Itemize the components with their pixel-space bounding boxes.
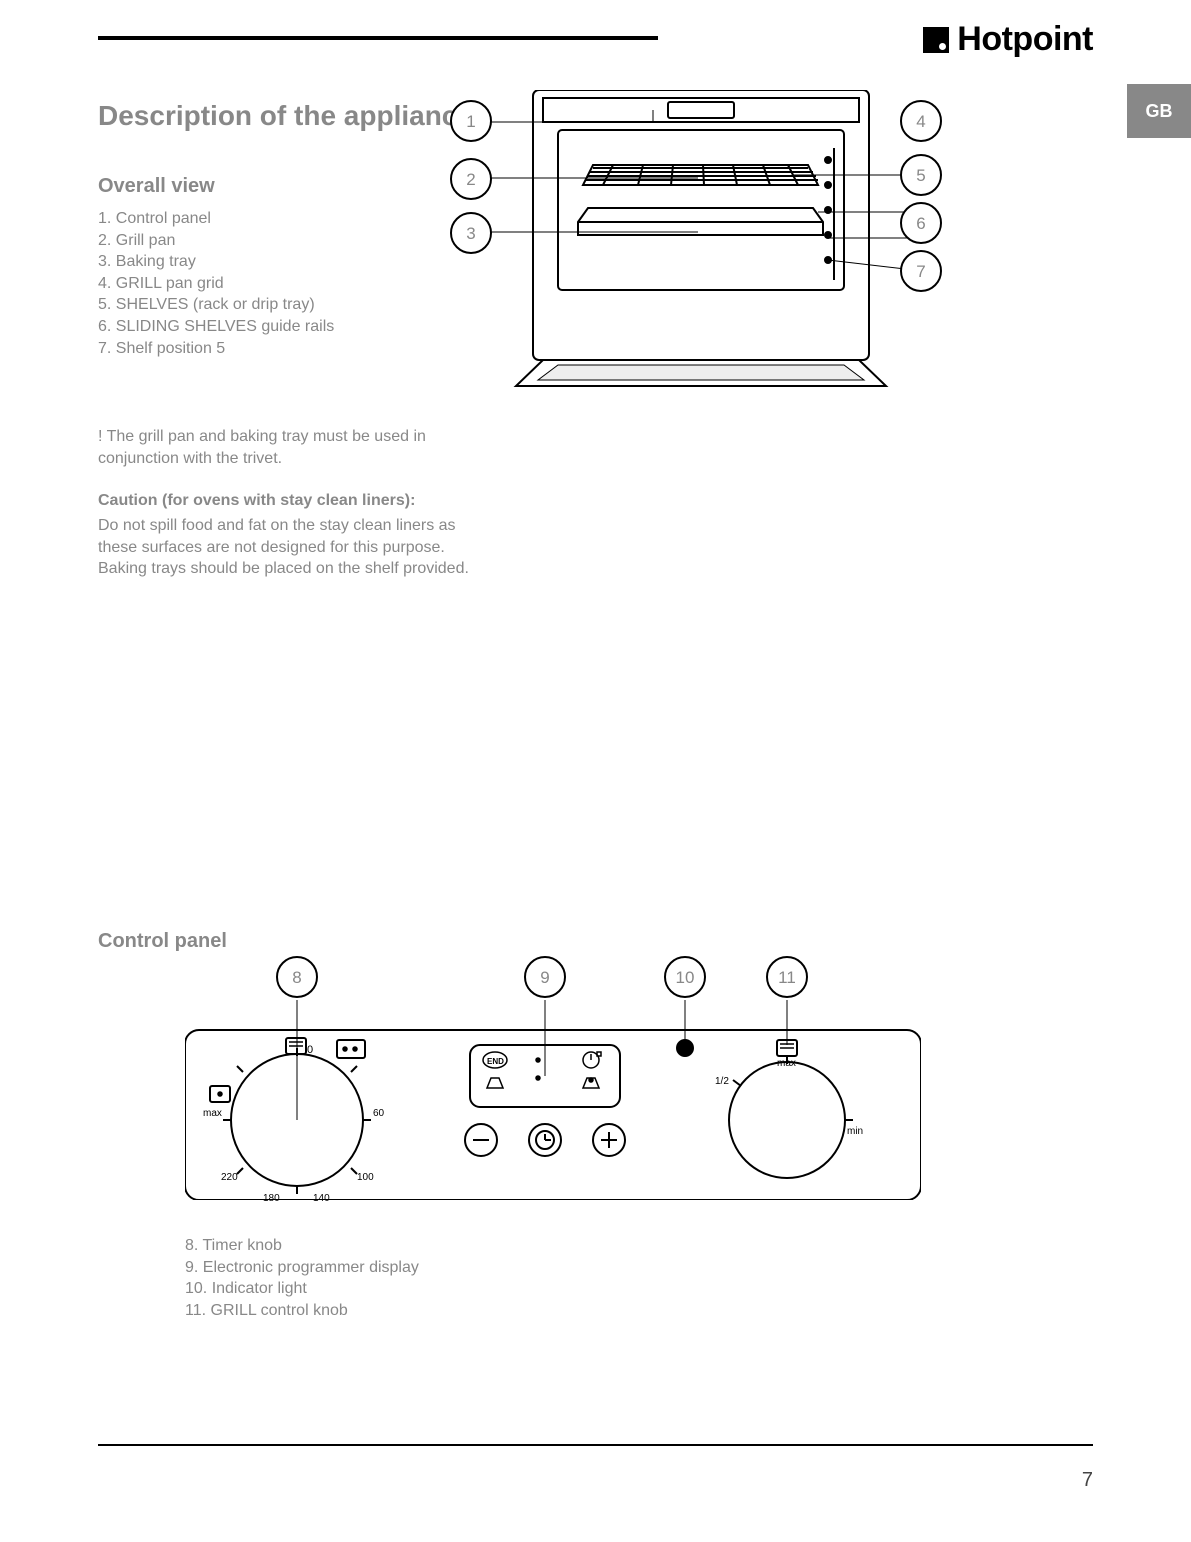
callout-6: 6: [900, 202, 942, 244]
callout-10: 10: [664, 956, 706, 998]
dial-label-60: 60: [373, 1108, 384, 1119]
oven-svg: [488, 90, 914, 390]
dial-label-max-right: max: [777, 1058, 796, 1069]
dial-label-180: 180: [263, 1193, 280, 1204]
dial-label-max-left: max: [203, 1108, 222, 1119]
display-end-label: END: [487, 1057, 504, 1066]
page-title: Description of the appliance: [98, 100, 473, 132]
page-number: 7: [1082, 1469, 1093, 1492]
callout-11: 11: [766, 956, 808, 998]
logo-mark: [923, 27, 949, 53]
list-item: 6. SLIDING SHELVES guide rails: [98, 316, 334, 338]
page-header: Hotpoint: [98, 20, 1093, 60]
dial-label-half: 1/2: [715, 1076, 729, 1087]
caution-heading: Caution (for ovens with stay clean liner…: [98, 490, 415, 512]
brand-logo: Hotpoint: [923, 20, 1093, 59]
dial-label-100: 100: [357, 1172, 374, 1183]
logo-text: Hotpoint: [957, 20, 1093, 59]
oven-diagram: 1 2 3 4 5 6 7: [488, 90, 914, 390]
callout-8: 8: [276, 956, 318, 998]
dial-label-min: min: [847, 1126, 863, 1137]
callout-9: 9: [524, 956, 566, 998]
grill-notice: ! The grill pan and baking tray must be …: [98, 426, 458, 469]
control-panel-diagram: 0 max 220 180 140 100 60 max min 1/2 END…: [185, 1000, 921, 1200]
list-item: 11. GRILL control knob: [185, 1300, 419, 1322]
caution-text: Do not spill food and fat on the stay cl…: [98, 515, 478, 580]
callout-3: 3: [450, 212, 492, 254]
list-item: 5. SHELVES (rack or drip tray): [98, 294, 334, 316]
footer-rule: [98, 1444, 1093, 1446]
dial-label-0: 0: [307, 1044, 313, 1056]
dial-label-220: 220: [221, 1172, 238, 1183]
dial-label-140: 140: [313, 1193, 330, 1204]
control-panel-svg: [185, 1000, 921, 1200]
list-item: 3. Baking tray: [98, 251, 334, 273]
list-item: 1. Control panel: [98, 208, 334, 230]
list-item: 7. Shelf position 5: [98, 338, 334, 360]
callout-5: 5: [900, 154, 942, 196]
list-item: 9. Electronic programmer display: [185, 1257, 419, 1279]
list-item: 10. Indicator light: [185, 1278, 419, 1300]
list-item: 8. Timer knob: [185, 1235, 419, 1257]
oven-legend: 1. Control panel 2. Grill pan 3. Baking …: [98, 208, 334, 359]
panel-legend: 8. Timer knob 9. Electronic programmer d…: [185, 1235, 419, 1321]
language-tab: GB: [1127, 84, 1191, 138]
list-item: 2. Grill pan: [98, 230, 334, 252]
list-item: 4. GRILL pan grid: [98, 273, 334, 295]
callout-7: 7: [900, 250, 942, 292]
callout-4: 4: [900, 100, 942, 142]
callout-2: 2: [450, 158, 492, 200]
callout-1: 1: [450, 100, 492, 142]
header-rule: [98, 36, 658, 40]
control-panel-heading: Control panel: [98, 930, 227, 953]
overall-view-heading: Overall view: [98, 175, 215, 198]
